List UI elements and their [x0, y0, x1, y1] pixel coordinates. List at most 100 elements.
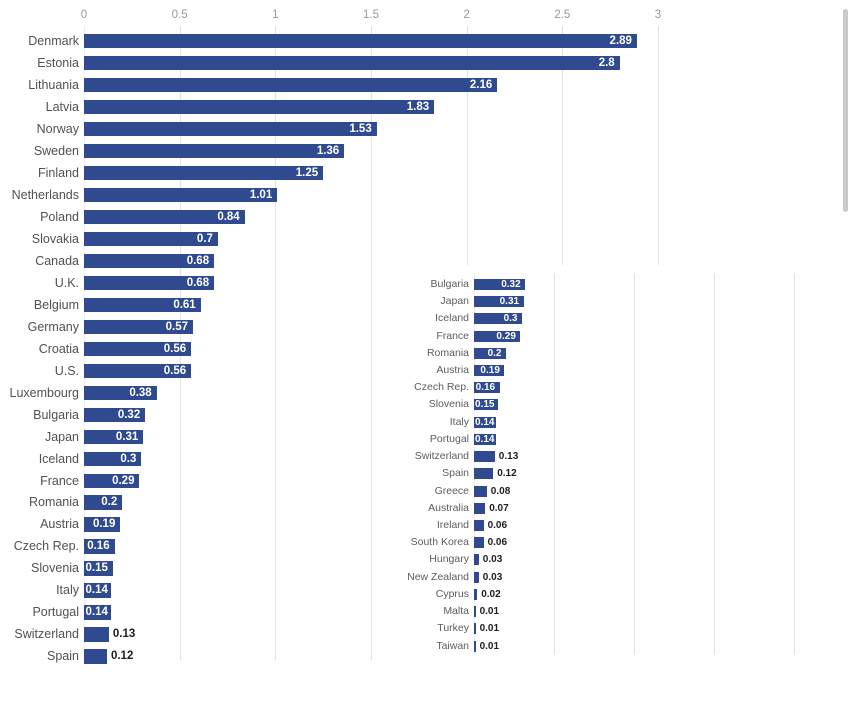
bar [474, 519, 484, 531]
category-label: Japan [44, 429, 79, 444]
bar-value-label: 0.02 [481, 588, 501, 600]
bar-value-label: 0.19 [480, 365, 500, 376]
bar [84, 187, 278, 203]
bar [84, 55, 620, 71]
bar-value-label: 0.3 [120, 452, 137, 465]
category-label: Norway [36, 121, 79, 136]
bar [84, 385, 157, 400]
category-label: Slovenia [428, 398, 469, 411]
bar-value-label: 0.84 [217, 210, 240, 223]
bar [474, 278, 526, 290]
category-label: Cyprus [435, 587, 469, 600]
category-label: France [40, 473, 79, 488]
bar-value-label: 0.2 [101, 496, 118, 509]
bar-value-label: 0.13 [112, 628, 136, 641]
bar-value-label: 0.08 [490, 485, 511, 497]
bar [474, 640, 476, 652]
category-label: U.K. [54, 275, 79, 290]
bar-value-label: 0.16 [475, 382, 496, 394]
bar [84, 275, 215, 291]
bar-value-label: 0.13 [498, 451, 519, 463]
bar-value-label: 0.56 [163, 364, 187, 377]
category-label: Romania [426, 346, 469, 359]
category-label: Greece [434, 484, 469, 497]
bar [84, 297, 201, 313]
bar [84, 121, 377, 137]
category-label: Italy [449, 415, 469, 428]
category-label: Spain [442, 467, 469, 480]
bar-value-label: 0.16 [87, 540, 110, 553]
bar-value-label: 0.7 [196, 232, 213, 245]
bar [474, 606, 476, 618]
category-label: Bulgaria [33, 407, 79, 422]
bar [84, 253, 215, 269]
category-label: South Korea [410, 536, 469, 549]
category-label: Portugal [32, 605, 79, 620]
category-label: Ireland [436, 518, 469, 531]
bar-value-label: 0.29 [112, 474, 135, 487]
bar-value-label: 2.89 [609, 34, 632, 47]
bar [474, 468, 494, 480]
bar [474, 330, 521, 342]
category-label: Belgium [33, 297, 79, 312]
gridline [275, 26, 277, 660]
bar [474, 347, 506, 359]
bar-value-label: 1.25 [295, 166, 319, 179]
category-label: France [436, 329, 469, 342]
bar [84, 539, 115, 554]
category-label: Czech Rep. [13, 539, 79, 554]
bar [84, 363, 192, 378]
gridline [370, 26, 372, 660]
category-label: Poland [40, 209, 79, 224]
bar [84, 583, 111, 598]
bar [84, 429, 144, 444]
bar [474, 571, 479, 583]
category-label: Slovakia [31, 231, 79, 246]
bar-value-label: 0.68 [186, 254, 210, 267]
bar-value-label: 0.01 [479, 623, 500, 635]
bar [84, 319, 194, 335]
scrollbar-thumb[interactable] [843, 9, 848, 212]
category-label: Australia [428, 501, 469, 514]
bar [474, 623, 476, 635]
axis-tick-label: 2.5 [554, 9, 571, 21]
category-label: Germany [27, 319, 79, 334]
bar-value-label: 2.16 [469, 78, 493, 91]
bar [474, 554, 479, 566]
bar [84, 561, 113, 576]
category-label: Switzerland [14, 627, 79, 642]
category-label: Czech Rep. [414, 381, 469, 394]
category-label: Iceland [435, 312, 469, 325]
bar-value-label: 1.83 [406, 100, 430, 113]
category-label: Netherlands [11, 187, 79, 202]
bar-value-label: 0.03 [482, 571, 503, 583]
bar-value-label: 0.06 [487, 537, 508, 549]
axis-tick-label: 1.5 [362, 9, 379, 21]
bar [84, 473, 140, 488]
bar-value-label: 0.68 [186, 276, 210, 289]
bar [84, 99, 435, 115]
category-label: Sweden [33, 143, 79, 158]
bar [474, 485, 487, 497]
category-label: Canada [35, 253, 79, 268]
bar [84, 77, 498, 93]
bar-value-label: 0.19 [92, 518, 116, 531]
axis-tick-label: 0.5 [171, 9, 188, 21]
bar-value-label: 0.01 [479, 606, 500, 618]
category-label: Switzerland [414, 450, 469, 463]
category-label: Iceland [38, 451, 79, 466]
category-label: Finland [38, 165, 79, 180]
bar-value-label: 0.32 [501, 278, 521, 290]
gridline [714, 273, 715, 655]
category-label: Spain [47, 649, 79, 664]
category-label: Japan [440, 295, 469, 308]
category-label: Romania [28, 495, 79, 510]
bar [84, 143, 345, 159]
bar-value-label: 0.14 [85, 606, 108, 619]
bar-value-label: 0.3 [503, 313, 518, 325]
bar [84, 605, 111, 620]
category-label: Hungary [429, 553, 469, 566]
bar [474, 433, 497, 445]
bar-value-label: 0.15 [474, 399, 495, 411]
